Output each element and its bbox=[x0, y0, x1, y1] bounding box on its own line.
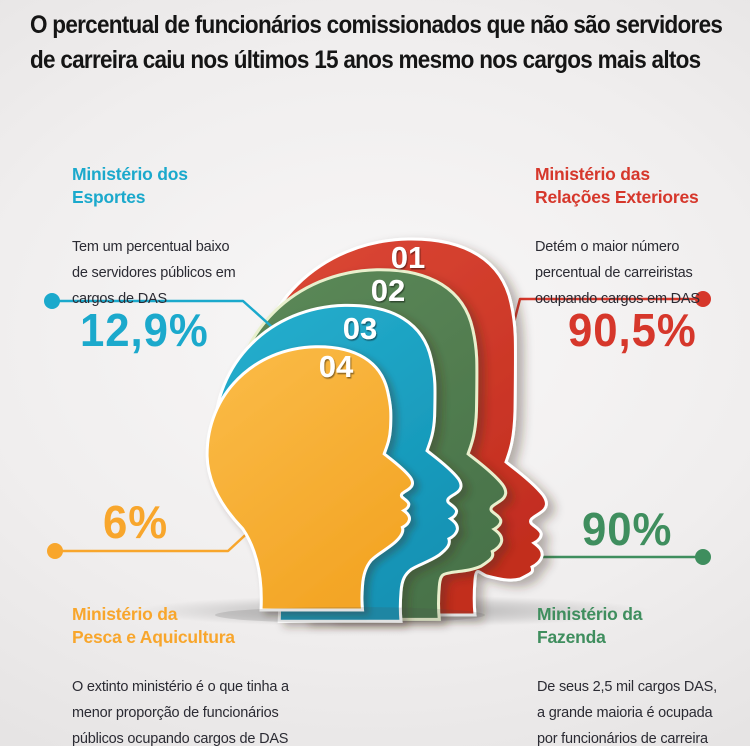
leader-line-top-left bbox=[44, 293, 273, 328]
head-number-04: 04 bbox=[319, 349, 354, 384]
leader-dot-top-left bbox=[44, 293, 60, 309]
ministry-name-esportes: Ministério dos Esportes bbox=[72, 164, 188, 207]
ministry-name-fazenda: Ministério da Fazenda bbox=[537, 604, 643, 647]
head-number-02: 02 bbox=[371, 273, 405, 308]
callout-esportes: Ministério dos Esportes Tem um percentua… bbox=[72, 145, 282, 330]
front-shadow bbox=[215, 607, 485, 623]
head-profile-04 bbox=[207, 347, 412, 610]
callout-fazenda: Ministério da Fazenda De seus 2,5 mil ca… bbox=[537, 585, 750, 746]
ministry-desc-pesca: O extinto ministério é o que tinha a men… bbox=[72, 679, 289, 746]
ministry-desc-esportes: Tem um percentual baixo de servidores pú… bbox=[72, 239, 236, 307]
leader-dot-bottom-left bbox=[47, 543, 63, 559]
callout-pesca: Ministério da Pesca e Aquicultura O exti… bbox=[72, 585, 332, 746]
value-esportes: 12,9% bbox=[80, 304, 209, 356]
value-fazenda: 90% bbox=[582, 503, 673, 555]
head-number-01: 01 bbox=[391, 240, 425, 275]
leader-dot-top-right bbox=[695, 291, 711, 307]
leader-dot-bottom-right bbox=[695, 549, 711, 565]
value-pesca: 6% bbox=[103, 496, 169, 548]
value-relacoes-exteriores: 90,5% bbox=[568, 304, 697, 356]
headline: O percentual de funcionários comissionad… bbox=[30, 11, 723, 74]
ministry-desc-relacoes-exteriores: Detém o maior número percentual de carre… bbox=[535, 239, 700, 307]
ministry-name-pesca: Ministério da Pesca e Aquicultura bbox=[72, 604, 235, 647]
ministry-name-relacoes-exteriores: Ministério das Relações Exteriores bbox=[535, 164, 699, 207]
head-number-03: 03 bbox=[343, 311, 377, 346]
ministry-desc-fazenda: De seus 2,5 mil cargos DAS, a grande mai… bbox=[537, 679, 717, 746]
callout-relacoes-exteriores: Ministério das Relações Exteriores Detém… bbox=[535, 145, 745, 330]
